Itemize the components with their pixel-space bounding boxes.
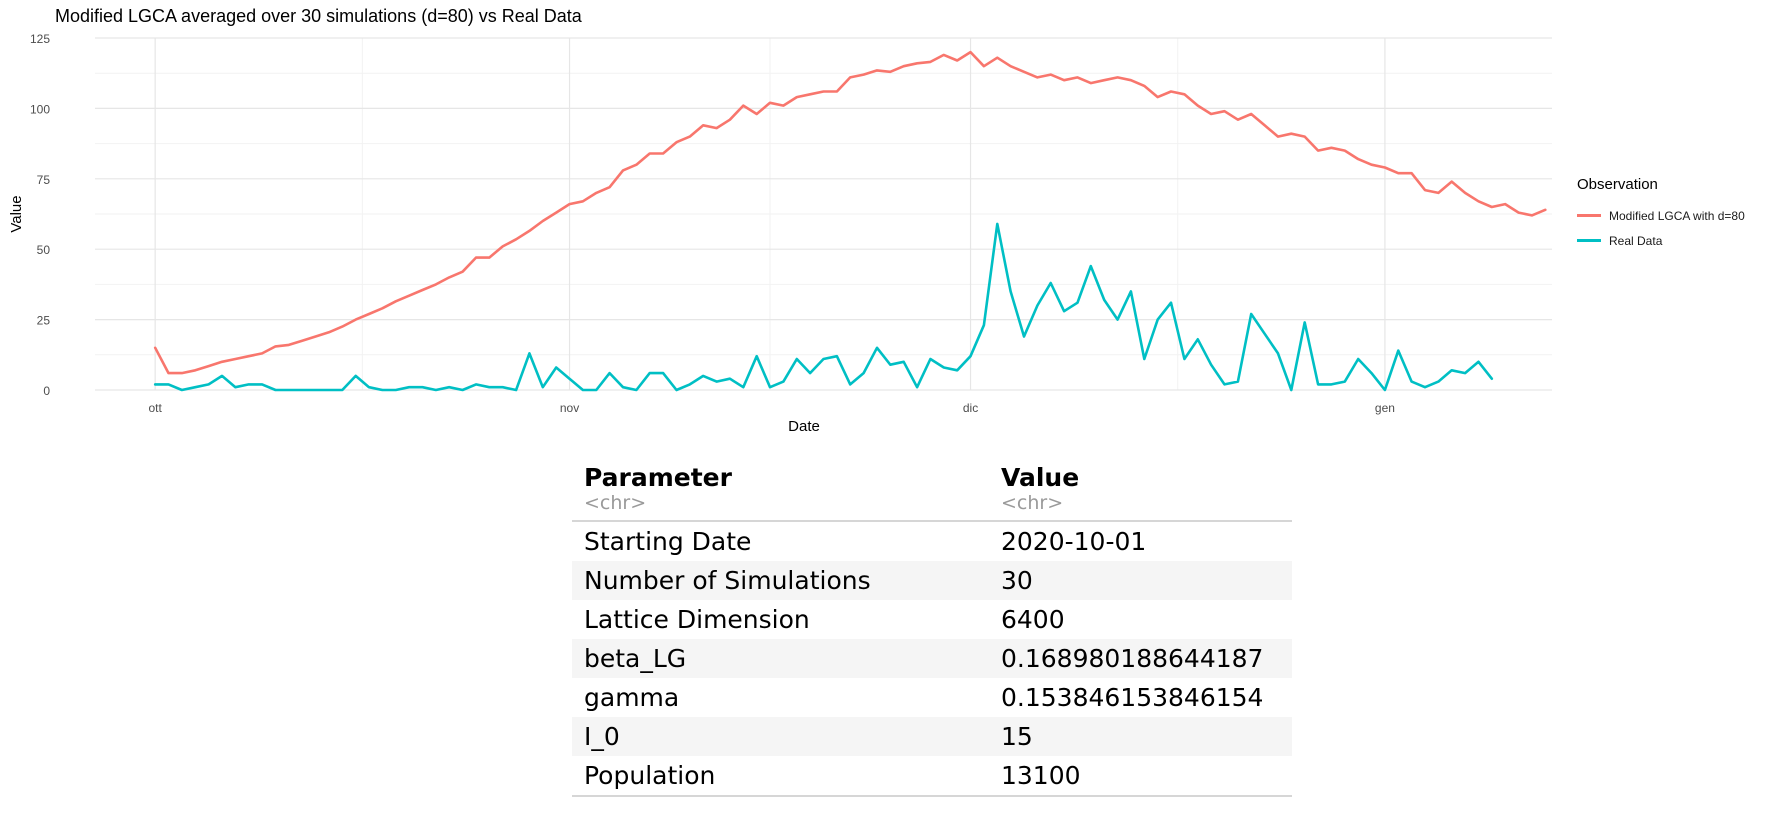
table-cell-value: 30 — [1001, 566, 1033, 595]
column-type-parameter: <chr> — [584, 492, 647, 514]
table-row: Population 13100 — [572, 756, 1292, 796]
y-tick-label: 75 — [37, 173, 51, 187]
legend-title: Observation — [1577, 176, 1658, 193]
y-tick-label: 50 — [37, 243, 51, 257]
line-chart: 0 25 50 75 100 125 ott nov dic gen Date Value — [8, 32, 1552, 435]
table-cell-value: 0.153846153846154 — [1001, 683, 1264, 712]
y-axis-label: Value — [8, 195, 25, 232]
table-cell-value: 0.168980188644187 — [1001, 644, 1264, 673]
chart-title: Modified LGCA averaged over 30 simulatio… — [55, 6, 582, 26]
table-row: Number of Simulations 30 — [572, 561, 1292, 600]
series-line-real-data — [153, 222, 1494, 392]
column-header-value-label: Value — [1001, 463, 1080, 492]
legend-label-real-data: Real Data — [1609, 233, 1663, 248]
table-header-row: Parameter <chr> Value <chr> — [572, 458, 1292, 521]
table-cell-value: 15 — [1001, 722, 1033, 751]
table-row: Lattice Dimension 6400 — [572, 600, 1292, 639]
table-cell-parameter: I_0 — [584, 722, 620, 751]
table-cell-parameter: gamma — [584, 683, 680, 712]
table-cell-parameter: Starting Date — [584, 527, 752, 556]
y-tick-label: 25 — [37, 314, 51, 328]
table-cell-value: 13100 — [1001, 761, 1081, 790]
legend-item-modified-lgca: Modified LGCA with d=80 — [1577, 203, 1745, 228]
table-cell-parameter: Population — [584, 761, 716, 790]
x-tick-label: dic — [963, 401, 978, 415]
x-tick-label: nov — [560, 401, 579, 415]
y-tick-label: 125 — [30, 32, 50, 46]
legend-label-modified-lgca: Modified LGCA with d=80 — [1609, 208, 1745, 223]
table-row: Starting Date 2020-10-01 — [572, 521, 1292, 561]
table-cell-parameter: beta_LG — [584, 644, 687, 673]
column-header-value: Value <chr> — [989, 458, 1292, 521]
table-cell-value: 6400 — [1001, 605, 1065, 634]
legend-item-real-data: Real Data — [1577, 228, 1745, 253]
column-header-parameter: Parameter <chr> — [572, 458, 989, 521]
series-line-modified-lgca — [153, 50, 1547, 375]
x-tick-label: ott — [148, 401, 162, 415]
y-tick-label: 0 — [43, 384, 50, 398]
legend-key-modified-lgca — [1577, 214, 1601, 217]
table-row: gamma 0.153846153846154 — [572, 678, 1292, 717]
column-type-value: <chr> — [1001, 492, 1064, 514]
y-tick-label: 100 — [30, 102, 50, 116]
table-cell-parameter: Lattice Dimension — [584, 605, 810, 634]
x-axis-label: Date — [788, 418, 820, 435]
x-tick-label: gen — [1375, 401, 1395, 415]
table-cell-value: 2020-10-01 — [1001, 527, 1147, 556]
chart-legend: Observation Modified LGCA with d=80 Real… — [1577, 176, 1745, 253]
parameter-table: Parameter <chr> Value <chr> Starting Dat… — [572, 458, 1292, 797]
table-row: I_0 15 — [572, 717, 1292, 756]
column-header-parameter-label: Parameter — [584, 463, 732, 492]
legend-key-real-data — [1577, 239, 1601, 242]
table-cell-parameter: Number of Simulations — [584, 566, 871, 595]
table-row: beta_LG 0.168980188644187 — [572, 639, 1292, 678]
